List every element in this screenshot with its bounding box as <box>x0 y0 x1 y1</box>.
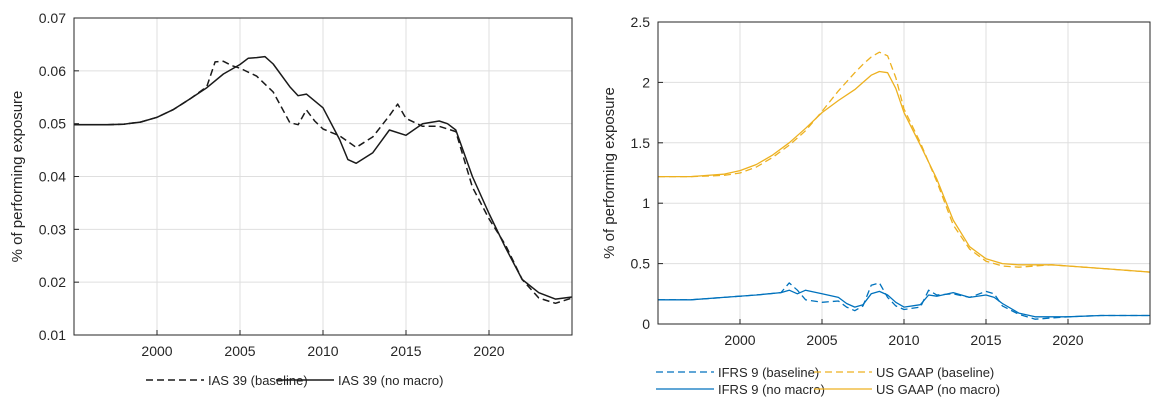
x-tick-label: 2005 <box>224 343 255 359</box>
series-line-us-gaap-baseline <box>658 51 1151 273</box>
right-chart: 2000 2005 2010 2015 2020 0 0.5 1 1.5 2 2.5 % of per… <box>601 14 1151 348</box>
y-axis-label: % of performing exposure <box>9 91 26 263</box>
x-tick-label: 2005 <box>806 332 837 348</box>
y-tick-label: 1.5 <box>631 135 651 151</box>
series-line-ias-39-no-macro <box>74 55 573 300</box>
x-tick-label: 2010 <box>307 343 338 359</box>
x-tick-label: 2015 <box>970 332 1001 348</box>
series-line-us-gaap-no-macro <box>658 70 1151 273</box>
x-tick-label: 2015 <box>390 343 421 359</box>
y-tick-label: 0.5 <box>631 256 651 272</box>
x-tick-label: 2020 <box>473 343 504 359</box>
legend-item: US GAAP (baseline) <box>814 365 994 380</box>
legend-label: IAS 39 (no macro) <box>338 373 444 388</box>
y-tick-label: 0.06 <box>39 63 66 79</box>
y-tick-label: 0.04 <box>39 169 66 185</box>
y-tick-label: 2.5 <box>631 14 651 30</box>
left-legend: IAS 39 (baseline) IAS 39 (no macro) <box>146 373 444 388</box>
y-tick-label: 0.05 <box>39 116 66 132</box>
x-tick-label: 2010 <box>888 332 919 348</box>
left-chart: 2000 2005 2010 2015 2020 0.01 0.02 0.03 0.04 0.05… <box>9 10 573 359</box>
legend-label: US GAAP (baseline) <box>876 365 994 380</box>
legend-label: IFRS 9 (baseline) <box>718 365 819 380</box>
legend-item: IFRS 9 (no macro) <box>656 382 825 397</box>
legend-label: IAS 39 (baseline) <box>208 373 308 388</box>
y-tick-label: 1 <box>642 195 650 211</box>
y-axis-label: % of performing exposure <box>601 87 618 259</box>
y-tick-label: 0.02 <box>39 274 66 290</box>
y-tick-label: 0.07 <box>39 10 66 26</box>
legend-label: IFRS 9 (no macro) <box>718 382 825 397</box>
y-tick-label: 0.01 <box>39 327 66 343</box>
y-tick-label: 2 <box>642 74 650 90</box>
legend-item: IAS 39 (baseline) <box>146 373 308 388</box>
legend-item: IAS 39 (no macro) <box>276 373 444 388</box>
legend-item: US GAAP (no macro) <box>814 382 1000 397</box>
legend-label: US GAAP (no macro) <box>876 382 1000 397</box>
right-legend: IFRS 9 (baseline) US GAAP (baseline) IFRS … <box>656 365 1000 397</box>
x-tick-label: 2000 <box>724 332 755 348</box>
series-line-ifrs-9-baseline <box>658 282 1150 320</box>
x-tick-label: 2020 <box>1052 332 1083 348</box>
series-line-ifrs-9-no-macro <box>658 289 1150 318</box>
legend-item: IFRS 9 (baseline) <box>656 365 819 380</box>
y-tick-label: 0.03 <box>39 221 66 237</box>
x-tick-label: 2000 <box>141 343 172 359</box>
y-tick-label: 0 <box>642 316 650 332</box>
